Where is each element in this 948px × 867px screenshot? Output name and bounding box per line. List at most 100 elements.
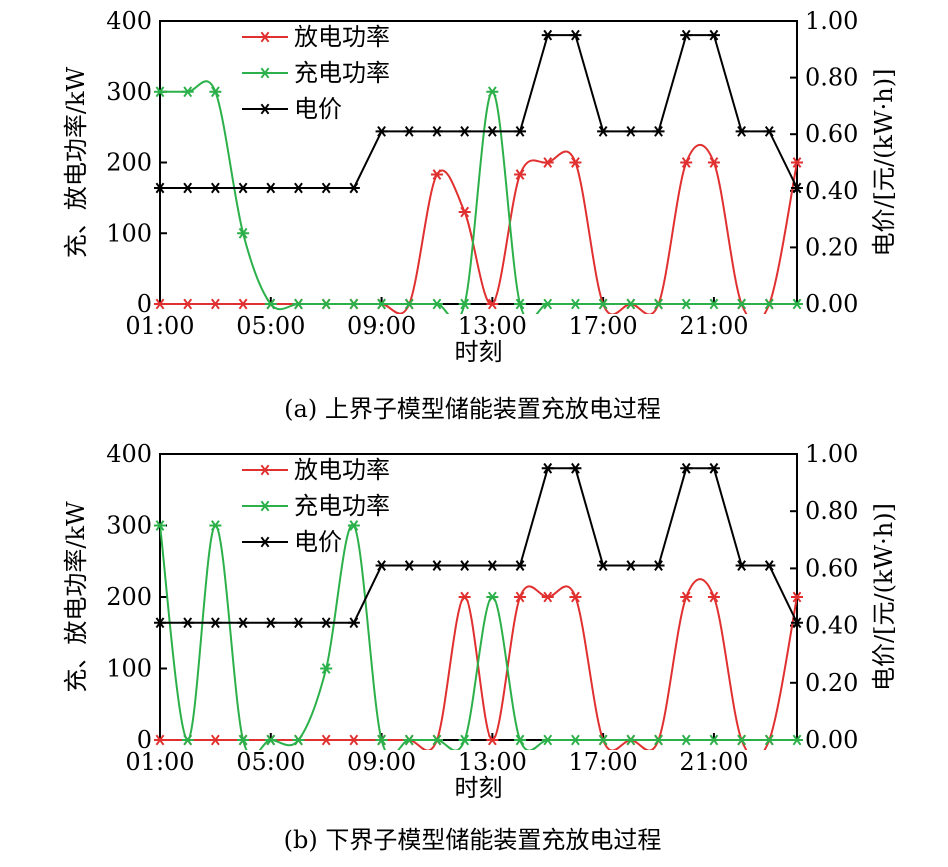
- panel-a-data-point: [707, 157, 720, 168]
- panel-a-data-point: [209, 86, 222, 98]
- panel-b-y2-tick-label: 1.00: [805, 440, 858, 468]
- panel-a-data-point: [347, 298, 360, 310]
- panel-a-data-point: [458, 125, 471, 137]
- panel-a-data-point: [237, 182, 250, 194]
- panel-a-data-point: [237, 298, 250, 310]
- panel-b-data-point: [680, 734, 693, 746]
- panel-b-data-point: [458, 591, 471, 603]
- panel-b-y-tick-label: 100: [106, 655, 152, 683]
- panel-b-data-point: [763, 560, 776, 571]
- panel-a-x-tick-label: 09:00: [347, 312, 416, 340]
- panel-b-y2-axis-label: 电价/[元/(kW·h)]: [870, 503, 898, 691]
- panel-b-legend-marker: [259, 464, 271, 476]
- panel-a-data-point: [707, 298, 720, 310]
- panel-b-data-point: [154, 520, 166, 531]
- panel-b-x-tick-label: 05:00: [236, 748, 305, 776]
- panel-b-data-point: [181, 734, 194, 746]
- panel-a-data-point: [403, 125, 416, 137]
- panel-b-data-point: [292, 617, 305, 629]
- panel-b-data-point: [154, 617, 166, 629]
- panel-a-y2-tick-label: 0.40: [805, 177, 858, 205]
- panel-a-data-point: [652, 298, 665, 310]
- panel-a-y-tick-label: 400: [106, 7, 152, 35]
- panel-a-data-point: [292, 182, 305, 194]
- panel-b-data-point: [514, 734, 527, 746]
- panel-a-data-point: [624, 125, 637, 137]
- panel-a-data-point: [320, 182, 333, 194]
- panel-b-legend-label: 充电功率: [294, 492, 390, 520]
- panel-b-series-line: [160, 578, 797, 750]
- panel-a-legend-label: 放电功率: [294, 23, 390, 51]
- panel-b-y2-tick-label: 0.40: [805, 612, 858, 640]
- panel-a-y2-tick-label: 0.20: [805, 233, 858, 261]
- panel-a-data-point: [237, 227, 250, 239]
- panel-b-y2-tick-label: 0.20: [805, 669, 858, 697]
- panel-a-data-point: [430, 298, 443, 310]
- panel-b-data-point: [264, 617, 277, 629]
- panel-b-y-tick-label: 0: [137, 726, 152, 754]
- panel-b-data-point: [680, 462, 693, 474]
- panel-b-series-price: [154, 462, 803, 629]
- panel-b-legend-marker: [259, 536, 271, 548]
- panel-b-data-point: [791, 591, 803, 603]
- panel-b-data-point: [791, 734, 803, 746]
- panel-b-caption: (b) 下界子模型储能装置充放电过程: [284, 826, 662, 854]
- panel-a-data-point: [181, 298, 194, 310]
- panel-a-legend-marker: [259, 31, 271, 43]
- panel-a-data-point: [569, 298, 582, 310]
- panel-a-series-line: [160, 34, 797, 189]
- panel-b-data-point: [597, 734, 610, 746]
- panel-b-data-point: [624, 560, 637, 571]
- panel-a-data-point: [375, 125, 388, 137]
- panel-b-legend-label: 电价: [294, 528, 342, 556]
- panel-b-data-point: [569, 591, 582, 603]
- panel-a-data-point: [514, 125, 527, 137]
- panel-b-data-point: [707, 734, 720, 746]
- panel-b-series-line: [160, 467, 797, 624]
- panel-a-data-point: [791, 182, 803, 194]
- panel-a-y-tick-label: 100: [106, 219, 152, 247]
- panel-a-data-point: [320, 298, 333, 310]
- panel-b-data-point: [237, 734, 250, 746]
- panel-b-y2-tick-label: 0.80: [805, 497, 858, 525]
- panel-b-data-point: [237, 617, 250, 629]
- panel-b-data-point: [403, 560, 416, 571]
- panel-a-data-point: [264, 182, 277, 194]
- panel-b-data-point: [652, 734, 665, 746]
- panel-a-data-point: [597, 298, 610, 310]
- panel-b-data-point: [209, 617, 222, 629]
- panel-b-data-point: [763, 734, 776, 746]
- panel-a-data-point: [458, 206, 471, 218]
- panel-b-data-point: [514, 591, 527, 603]
- panel-b-x-tick-label: 09:00: [347, 748, 416, 776]
- panel-b-data-point: [320, 663, 333, 674]
- panel-b-legend-marker: [259, 500, 271, 512]
- panel-b-data-point: [624, 734, 637, 746]
- panel-a-legend-marker: [259, 103, 271, 115]
- panel-a-data-point: [154, 182, 166, 194]
- panel-b-y2-tick-label: 0.60: [805, 554, 858, 582]
- panel-a-data-point: [763, 125, 776, 137]
- panel-b-y-axis-label: 充、放电功率/kW: [62, 501, 90, 693]
- panel-a-data-point: [430, 169, 443, 180]
- panel-b-data-point: [347, 734, 360, 746]
- panel-b-data-point: [514, 560, 527, 571]
- panel-b-y-tick-label: 200: [106, 583, 152, 611]
- panel-b-y2-tick-label: 0.00: [805, 726, 858, 754]
- panel-a-data-point: [514, 298, 527, 310]
- panel-a-series-line: [160, 80, 797, 314]
- panel-a-data-point: [486, 125, 499, 137]
- panel-b-series-charge: [154, 520, 803, 750]
- panel-a-x-tick-label: 01:00: [125, 312, 194, 340]
- panel-a-data-point: [347, 182, 360, 194]
- panel-a-legend-label: 充电功率: [294, 59, 390, 87]
- panel-b-series-line: [160, 523, 797, 750]
- panel-a-data-point: [707, 29, 720, 41]
- panel-a-data-point: [791, 298, 803, 310]
- panel-b-y-tick-label: 300: [106, 512, 152, 540]
- panel-a-data-point: [597, 125, 610, 137]
- panel-b-legend-label: 放电功率: [294, 456, 390, 484]
- panel-a-data-point: [652, 125, 665, 137]
- panel-a-data-point: [486, 86, 499, 98]
